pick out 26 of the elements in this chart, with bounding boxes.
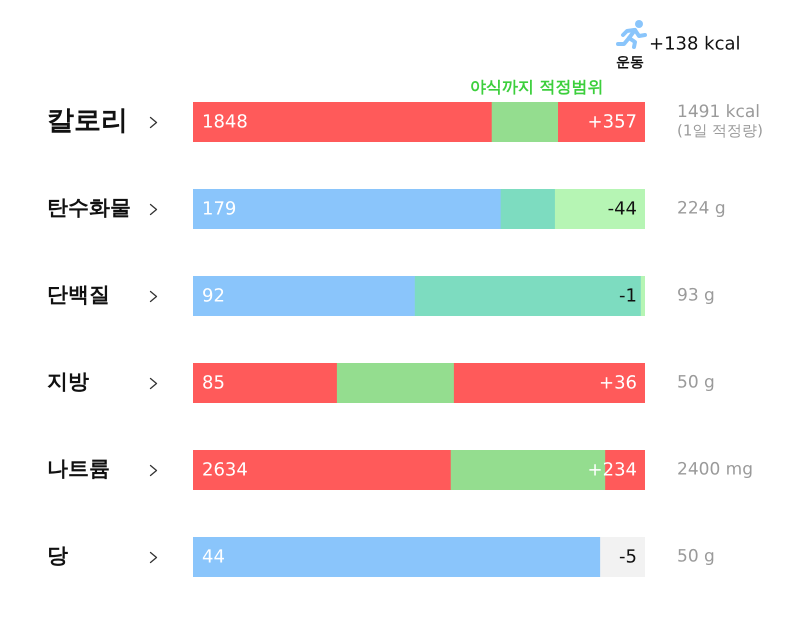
text: +138 kcal	[649, 34, 741, 55]
data-label: +357	[588, 112, 637, 133]
y-tick-label: 지방	[47, 369, 89, 394]
annotation: 운동	[616, 54, 644, 71]
total-label: 85	[202, 372, 225, 394]
annotation: 44	[202, 546, 225, 568]
y-tick-label: 나트륨	[47, 456, 110, 480]
y-tick-label: 당	[47, 543, 68, 568]
annotation: -44	[608, 198, 637, 220]
y-tick-label: 단백질	[47, 282, 110, 306]
annotation: 92	[202, 286, 225, 307]
total-label: 1848	[202, 112, 248, 133]
text: 50 g	[677, 546, 715, 566]
annotation: -5	[619, 546, 637, 568]
total-label: 2634	[202, 460, 248, 481]
data-label: +36	[599, 372, 637, 394]
y-tick-label: 칼로리	[47, 105, 128, 136]
y-tick-label: 탄수화물	[47, 195, 131, 220]
text: 2400 mg	[677, 459, 754, 480]
annotation: -1	[619, 286, 637, 307]
text: 93 g	[677, 285, 715, 306]
annotation: 179	[202, 198, 236, 220]
text: 224 g	[677, 198, 726, 218]
series-label: 야식까지 적정범위	[470, 77, 604, 96]
text: 50 g	[677, 372, 715, 392]
text: 1491 kcal (1일 적정량)	[677, 102, 764, 140]
